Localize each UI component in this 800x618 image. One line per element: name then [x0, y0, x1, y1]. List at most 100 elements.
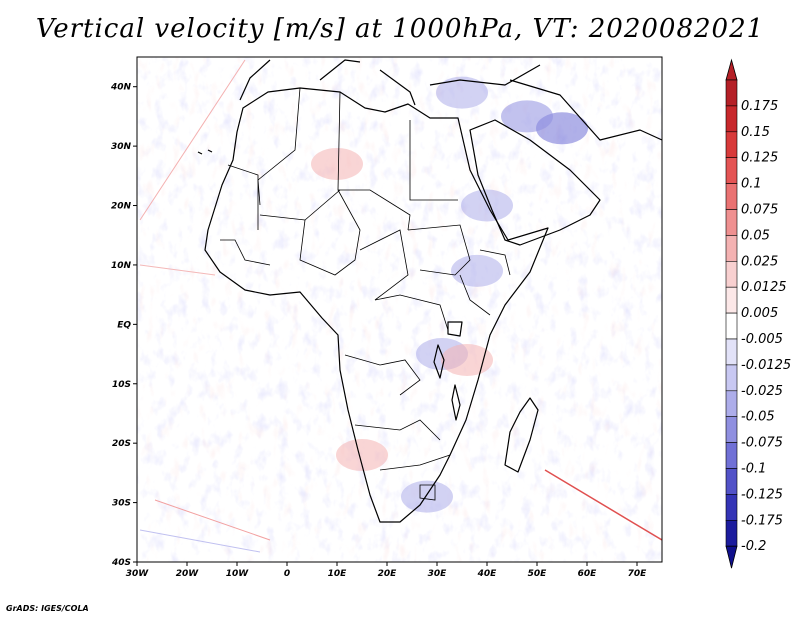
- colorbar-swatch-5: [725, 209, 738, 236]
- colorbar-label-17: -0.2: [741, 539, 766, 554]
- colorbar-label-8: 0.005: [741, 306, 778, 321]
- colorbar-swatch-16: [725, 494, 738, 521]
- border-16: [419, 484, 436, 501]
- colorbar-label-6: 0.025: [741, 254, 778, 269]
- x-tick-label-1: 20W: [176, 569, 200, 579]
- y-tick-label-7: 30S: [112, 499, 131, 509]
- y-tick-label-3: 10N: [111, 261, 132, 271]
- x-tick-label-7: 40E: [477, 569, 498, 579]
- colorbar-swatch-2: [725, 131, 738, 159]
- colorbar-top-arrow: [725, 58, 738, 81]
- border-3: [257, 87, 301, 206]
- europe-coast: [239, 59, 541, 106]
- country-borders: [220, 87, 511, 501]
- plot-frame: [136, 56, 663, 563]
- x-tick-label-4: 10E: [328, 569, 348, 579]
- field-region-6: [401, 480, 453, 513]
- border-2: [409, 120, 458, 201]
- border-6: [299, 189, 361, 276]
- colorbar-label-14: -0.1: [741, 462, 766, 477]
- border-15: [459, 274, 491, 316]
- colorbar-label-13: -0.075: [741, 436, 783, 451]
- colorbar-label-16: -0.175: [741, 513, 783, 528]
- border-11: [354, 419, 441, 441]
- colorbar-swatch-0: [725, 79, 738, 107]
- colorbar-bottom-arrow: [725, 545, 738, 569]
- colorbar-swatch-14: [725, 442, 738, 469]
- colorbar-label-15: -0.125: [741, 487, 783, 502]
- y-tick-label-0: 40N: [110, 83, 132, 93]
- field-region-9: [441, 344, 493, 376]
- colorbar-swatch-17: [725, 519, 738, 547]
- y-tick-label-2: 20N: [111, 202, 132, 212]
- border-1: [337, 91, 411, 231]
- x-tick-label-5: 20E: [378, 569, 398, 579]
- velocity-field: [137, 57, 662, 562]
- field-region-8: [311, 147, 363, 180]
- field-hotspots: [311, 76, 588, 513]
- colorbar-label-3: 0.1: [741, 177, 762, 192]
- border-10: [344, 354, 421, 396]
- colorbar-swatch-7: [725, 260, 738, 288]
- colorbar-label-5: 0.05: [741, 228, 770, 243]
- y-tick-label-8: 40S: [111, 558, 131, 568]
- colorbar-swatch-1: [725, 105, 738, 133]
- colorbar-swatch-6: [725, 235, 738, 262]
- field-region-2: [436, 76, 488, 109]
- field-region-3: [461, 189, 513, 222]
- x-tick-label-10: 70E: [628, 569, 648, 579]
- y-tick-label-1: 30N: [111, 142, 132, 152]
- x-tick-label-6: 30E: [428, 569, 448, 579]
- y-tick-label-4: EQ: [117, 320, 131, 330]
- colorbar-swatch-8: [725, 286, 738, 314]
- border-12: [379, 454, 451, 471]
- colorbar-swatch-15: [725, 468, 738, 495]
- colorbar-label-2: 0.125: [741, 151, 778, 166]
- border-14: [479, 249, 511, 276]
- colorbar: 0.175 0.15 0.125 0.1 0.075 0.05 0.025 0.0125 0.0…: [725, 58, 791, 569]
- map-title: Vertical velocity [m/s] at 1000hPa, VT: …: [35, 14, 765, 44]
- madagascar: [504, 397, 539, 473]
- iran-coast: [509, 79, 662, 141]
- colorbar-swatch-4: [725, 183, 738, 210]
- border-8: [407, 224, 471, 276]
- colorbar-label-7: 0.0125: [741, 280, 787, 295]
- colorbar-swatch-13: [725, 416, 738, 443]
- north-atlantic-streak: [139, 59, 246, 221]
- axis-ticks: 30W 20W 10W 0 10E 20E 30E 40E 50E 60E 70E 40N 30N 20N…: [110, 83, 647, 579]
- lake-malawi: [451, 384, 461, 421]
- equatorial-streak: [139, 264, 216, 276]
- colorbar-label-4: 0.075: [741, 203, 778, 218]
- border-9: [374, 294, 449, 331]
- y-tick-label-5: 10S: [112, 380, 131, 390]
- south-atlantic-streak: [154, 499, 271, 541]
- border-4: [227, 164, 259, 230]
- colorbar-label-10: -0.0125: [741, 358, 791, 373]
- colorbar-label-1: 0.15: [741, 125, 770, 140]
- lake-tanganyika: [433, 344, 445, 379]
- field-region-4: [451, 254, 503, 287]
- colorbar-swatch-11: [725, 364, 738, 392]
- colorbar-swatch-3: [725, 157, 738, 184]
- arabian-peninsula: [469, 119, 601, 246]
- colorbar-label-9: -0.005: [741, 332, 783, 347]
- grads-credit: GrADS: IGES/COLA: [6, 604, 89, 613]
- colorbar-swatch-10: [725, 338, 738, 366]
- south-streak-2: [139, 529, 261, 553]
- ocean-streaks: [139, 59, 662, 553]
- africa-coastline: [204, 87, 549, 523]
- field-region-7: [336, 439, 388, 472]
- border-13: [220, 239, 271, 266]
- coastlines-and-borders: [197, 59, 662, 523]
- canary-islands: [197, 149, 213, 155]
- x-tick-label-3: 0: [284, 569, 290, 579]
- border-7: [359, 229, 409, 301]
- colorbar-swatch-12: [725, 390, 738, 417]
- x-tick-label-2: 10W: [226, 569, 250, 579]
- colorbar-label-11: -0.025: [741, 384, 783, 399]
- x-tick-label-8: 50E: [528, 569, 548, 579]
- y-tick-label-6: 20S: [112, 439, 131, 449]
- colorbar-swatch-9: [725, 312, 738, 340]
- x-tick-label-0: 30W: [126, 569, 150, 579]
